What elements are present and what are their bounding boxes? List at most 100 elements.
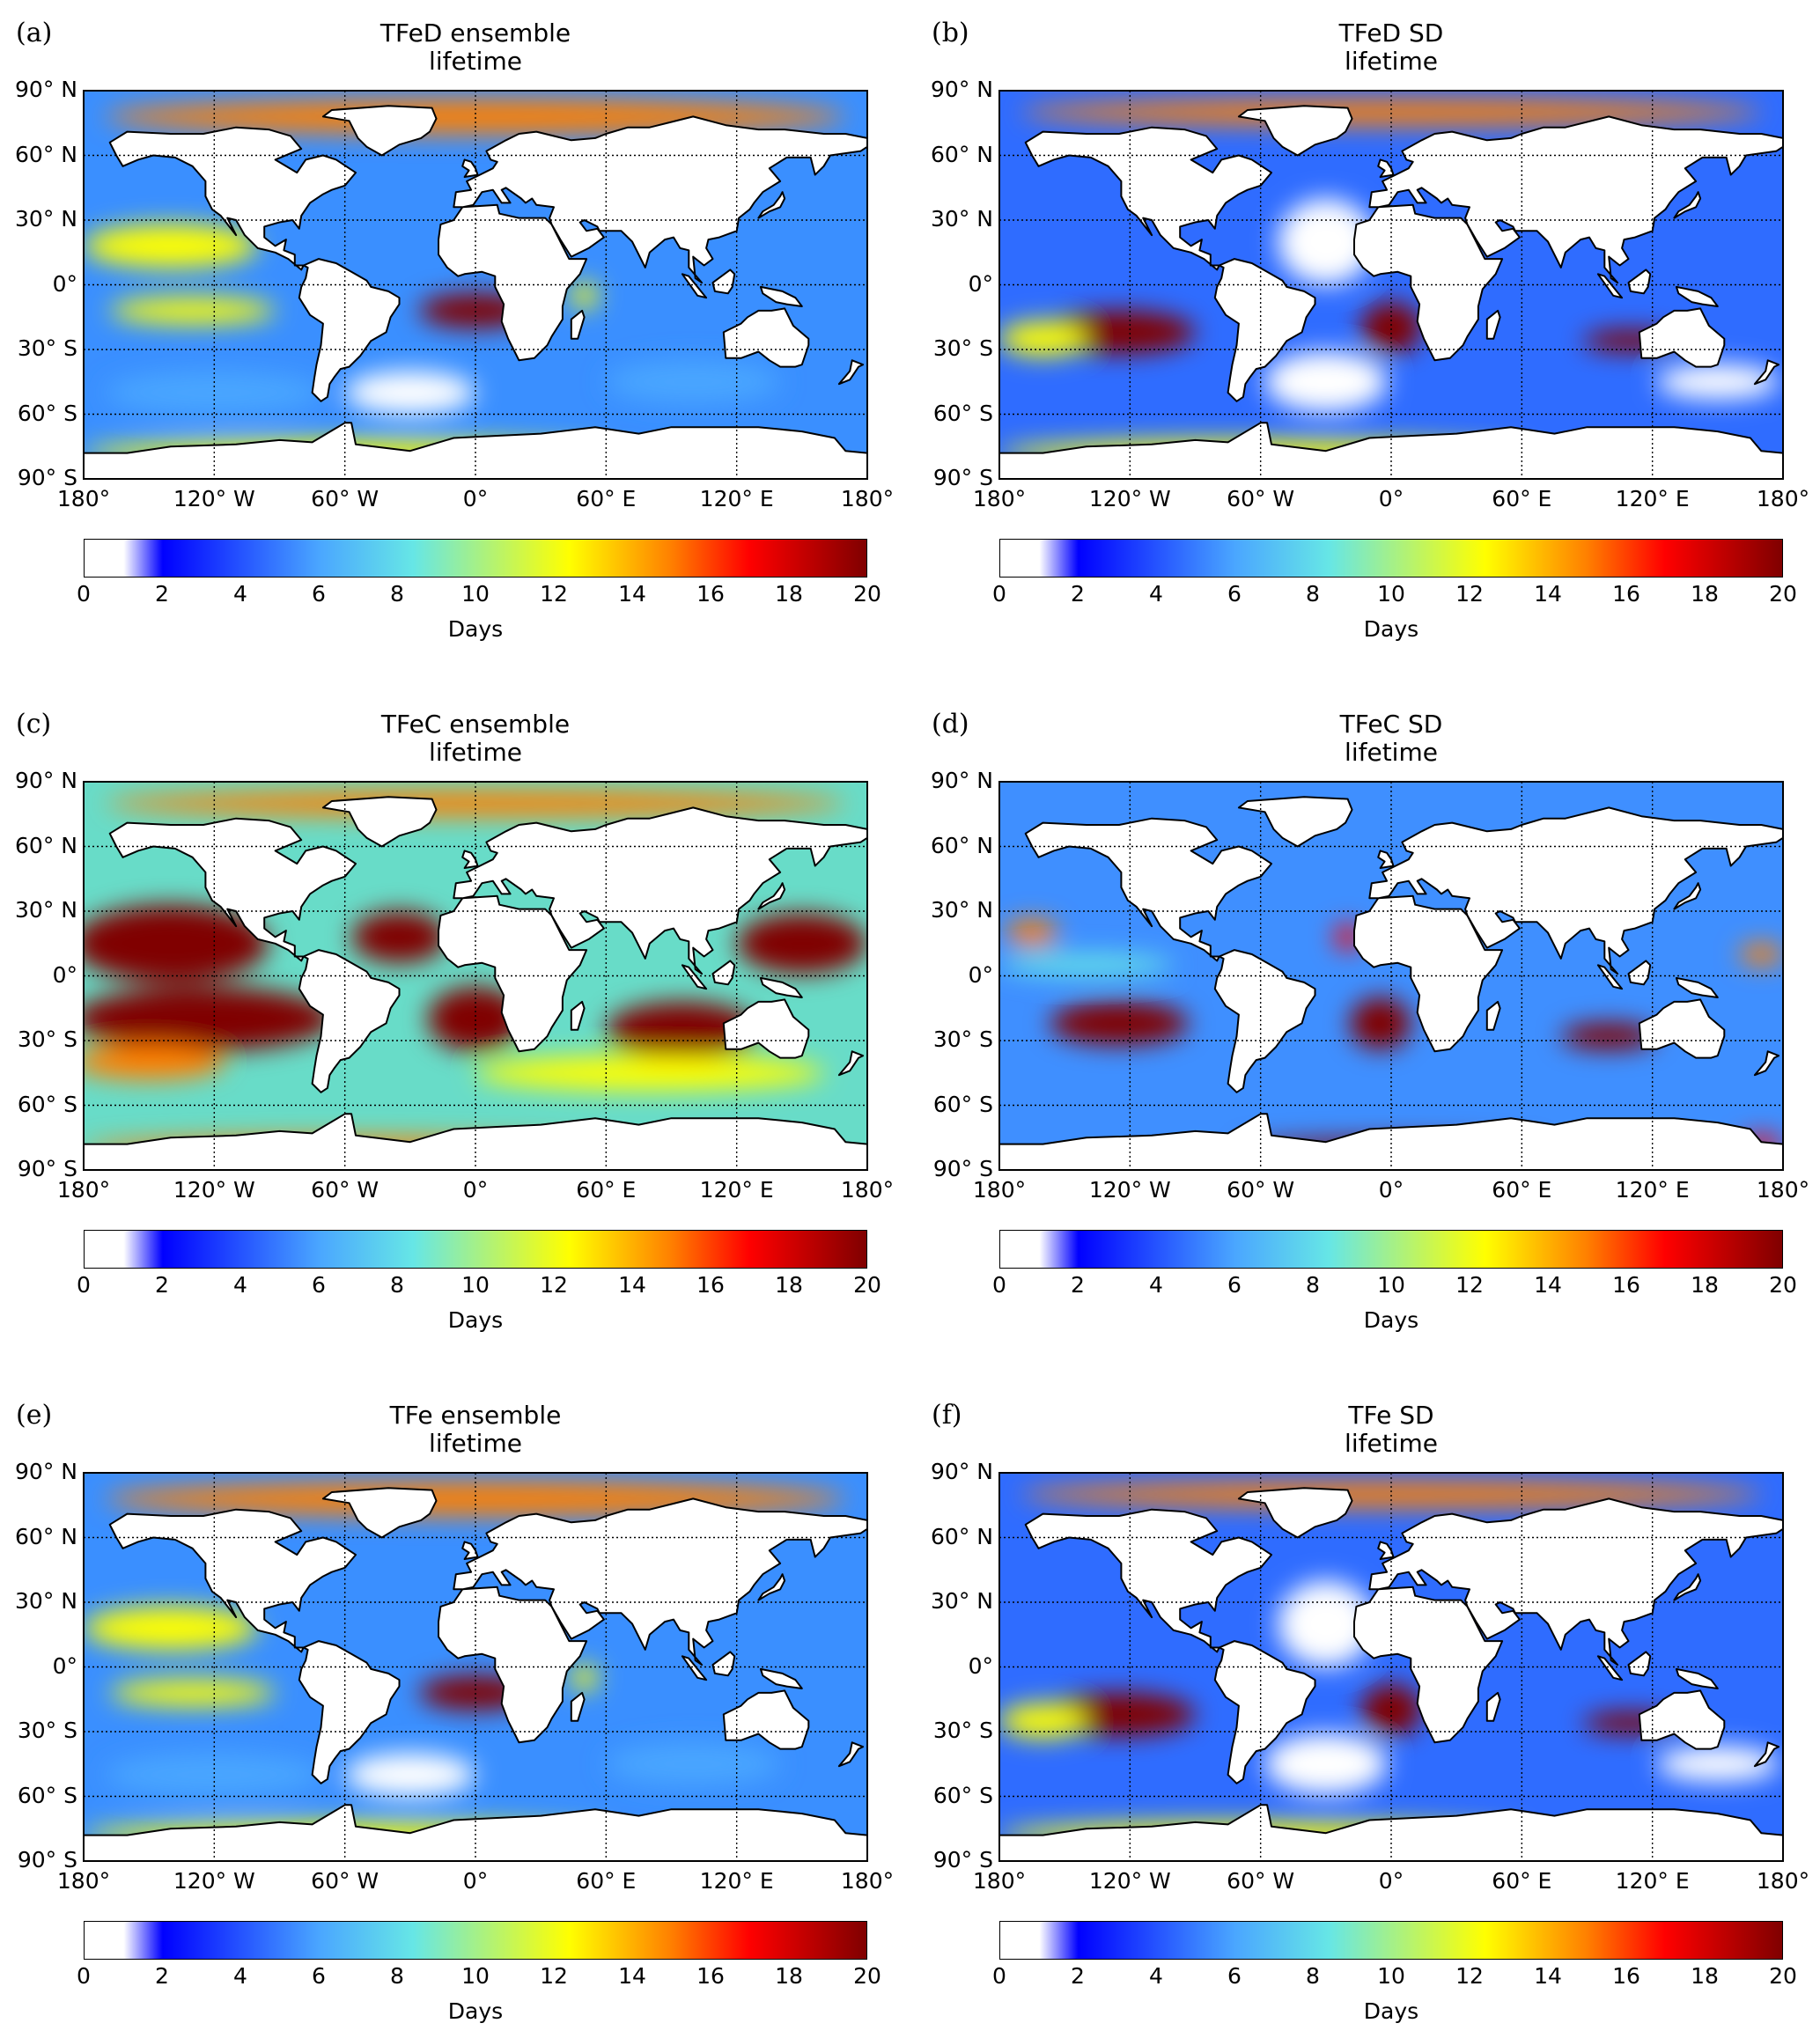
land-south-america	[1213, 949, 1316, 1093]
colorbar-label: Days	[1363, 1998, 1419, 2024]
land-antarctica	[84, 422, 867, 479]
lon-label: 180°	[1756, 486, 1810, 511]
land-new-guinea	[1675, 976, 1719, 998]
land-greenland	[321, 796, 438, 848]
colorbar-tick: 4	[1149, 581, 1163, 607]
land-sumatra	[681, 273, 708, 299]
colorbar-label: Days	[447, 616, 504, 642]
colorbar-tick: 12	[540, 581, 568, 607]
lat-label: 0°	[52, 961, 77, 988]
land-new-guinea	[1675, 1667, 1719, 1689]
lon-label: 180°	[840, 1868, 895, 1894]
colorbar-tick: 8	[390, 1272, 404, 1298]
lon-label: 60° E	[576, 486, 637, 511]
lat-label: 60° N	[15, 832, 77, 858]
lat-label: 60° N	[15, 1523, 77, 1549]
land-sumatra	[681, 1655, 708, 1681]
lat-label: 90° N	[931, 1459, 993, 1484]
field-blob	[109, 1680, 276, 1706]
lon-label: 60° W	[1227, 486, 1295, 511]
colorbar-tick: 8	[390, 1963, 404, 1989]
land-south-america	[1213, 1640, 1316, 1784]
field-blob	[1264, 1733, 1388, 1795]
panel-title: TFeC ensemble lifetime	[84, 710, 867, 767]
lon-label: 0°	[462, 486, 489, 511]
lon-label: 0°	[1378, 1177, 1404, 1203]
land-sumatra	[1596, 273, 1624, 299]
land-madagascar	[570, 1000, 586, 1031]
colorbar-tick: 2	[1071, 1272, 1085, 1298]
land-borneo	[711, 269, 736, 295]
lon-label: 60° E	[1492, 1177, 1552, 1203]
panel-title-line1: TFe ensemble	[389, 1401, 562, 1430]
land-africa	[438, 1586, 588, 1744]
map-frame	[83, 781, 868, 1171]
land-australia	[722, 998, 810, 1059]
colorbar	[999, 1230, 1783, 1269]
lat-label: 30° S	[932, 1026, 993, 1052]
colorbar-tick: 4	[233, 1272, 247, 1298]
colorbar-tick: 12	[1455, 1272, 1484, 1298]
panel-c: (c) TFeC ensemble lifetime 90° N 60° N 30° N 0…	[0, 691, 894, 1343]
land-uk	[1377, 850, 1395, 869]
field-blob	[344, 371, 475, 415]
lat-label: 90° N	[15, 768, 77, 793]
colorbar	[84, 1921, 867, 1960]
panel-label: (a)	[16, 18, 53, 48]
field-blob	[1006, 919, 1058, 946]
colorbar	[999, 1921, 1783, 1960]
lon-label: 120° W	[1088, 1868, 1171, 1894]
field-blob	[1264, 351, 1388, 413]
colorbar-tick: 16	[696, 1272, 725, 1298]
colorbar-tick: 8	[1306, 581, 1320, 607]
land-japan	[1673, 191, 1702, 219]
field-blob	[999, 321, 1087, 357]
field-blob	[999, 1703, 1087, 1739]
colorbar-tick: 0	[992, 1272, 1006, 1298]
land-north-america	[1024, 817, 1272, 962]
land-new-guinea	[759, 1667, 803, 1689]
field-blob	[84, 904, 269, 982]
land-uk	[1377, 1541, 1395, 1560]
panel-title-line2: lifetime	[429, 738, 522, 767]
land-australia	[1638, 998, 1726, 1059]
lon-label: 180°	[972, 1177, 1027, 1203]
panel-label: (e)	[16, 1400, 53, 1431]
land-eurasia	[1368, 1497, 1783, 1666]
land-antarctica	[84, 1804, 867, 1861]
colorbar-tick: 2	[1071, 1963, 1085, 1989]
lon-label: 180°	[840, 1177, 895, 1203]
land-australia	[1638, 1689, 1726, 1750]
lat-label: 90° N	[931, 77, 993, 102]
colorbar-tick: 10	[461, 1963, 490, 1989]
lat-label: 30° N	[15, 1588, 77, 1614]
panel-d: (d) TFeC SD lifetime 90° N 60° N 30° N 0° 30° S…	[916, 691, 1809, 1343]
colorbar-tick: 12	[540, 1272, 568, 1298]
panel-title-line1: TFe SD	[1348, 1401, 1434, 1430]
panel-title-line1: TFeD SD	[1338, 18, 1444, 48]
lat-label: 0°	[968, 1652, 993, 1679]
lon-label: 180°	[972, 1868, 1027, 1894]
land-antarctica	[84, 1113, 867, 1170]
colorbar	[84, 1230, 867, 1269]
land-uk	[461, 1541, 479, 1560]
land-new-zealand	[1753, 1050, 1780, 1077]
colorbar	[999, 539, 1783, 578]
field-blob	[1360, 302, 1422, 354]
field-blob	[105, 1753, 323, 1797]
panel-label: (f)	[932, 1400, 962, 1431]
lat-label: 30° S	[17, 1718, 77, 1743]
lon-label: 120° E	[1615, 486, 1690, 511]
land-japan	[1673, 1573, 1702, 1601]
lat-label: 30° N	[931, 206, 993, 232]
lon-label: 60° E	[1492, 1868, 1552, 1894]
land-north-america	[108, 817, 357, 962]
panel-title-line2: lifetime	[1345, 738, 1438, 767]
lon-label: 120° E	[699, 486, 774, 511]
lat-label: 30° N	[15, 206, 77, 232]
colorbar-tick: 12	[1455, 581, 1484, 607]
lon-label: 0°	[462, 1177, 489, 1203]
colorbar-tick: 12	[540, 1963, 568, 1989]
field-blob	[84, 1044, 225, 1080]
colorbar-tick: 10	[461, 1272, 490, 1298]
